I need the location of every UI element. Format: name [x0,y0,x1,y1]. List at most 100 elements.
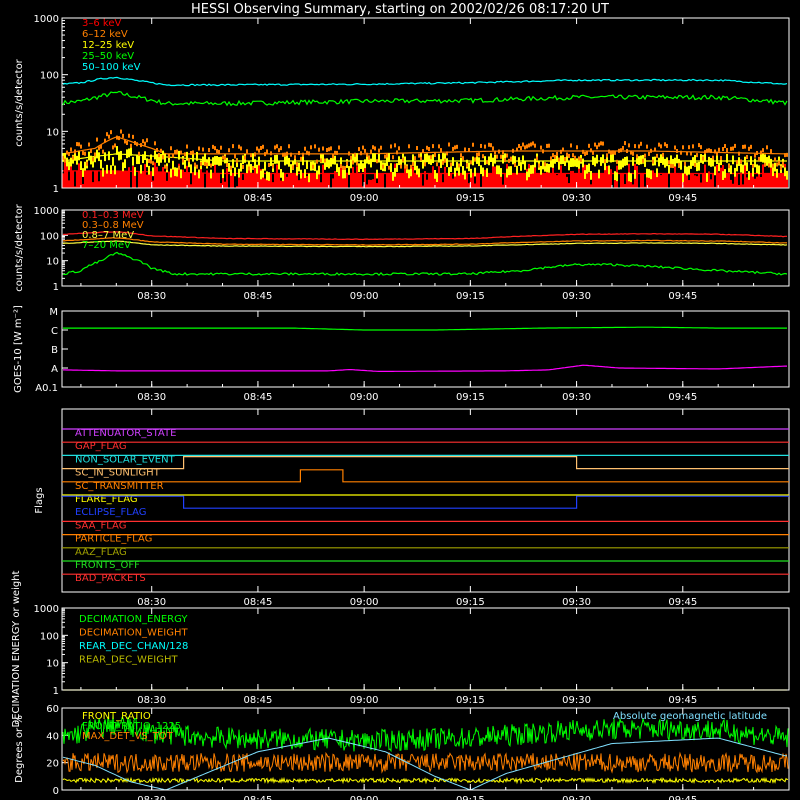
goes-xtick-label: 09:15 [456,392,485,403]
hxr-legend-entry: 6–12 keV [82,29,128,40]
gamma-series-line [62,237,788,246]
hxr-series-line [62,136,787,155]
panel-flags: ATTENUATOR_STATE GAP_FLAG NON_SOLAR_EVENT S… [34,408,790,608]
ratios-series-line [62,714,789,753]
decimation-xtick-label: 08:30 [137,695,166,706]
decimation-legend-entry: DECIMATION_WEIGHT [79,628,188,639]
flags-ylabel: Flags [34,487,45,513]
flag-label: ATTENUATOR_STATE [75,428,176,439]
ratios-xtick-label: 08:30 [137,795,166,800]
hxr-legend-entry: 25–50 keV [82,51,134,62]
decimation-ytick-label: 1 [53,686,59,697]
decimation-frame [61,607,790,691]
gamma-xtick-label: 09:15 [456,291,485,302]
flag-label: FLARE_FLAG [75,494,138,505]
goes-ytick-label: A [51,364,58,375]
gamma-xtick-label: 08:45 [244,291,273,302]
decimation-ylabel: DECIMATION ENERGY or weight [11,570,22,727]
ratios-series-line [62,751,789,774]
gamma-ytick-label: 10 [46,257,59,268]
ratios-xtick-label: 09:30 [562,795,591,800]
goes-xtick-label: 09:45 [668,392,697,403]
goes-xtick-label: 09:00 [350,392,379,403]
hxr-legend-entry: 12–25 keV [82,40,134,51]
hxr-ytick-label: 10 [46,127,59,138]
decimation-xtick-label: 09:45 [668,695,697,706]
hxr-xtick-label: 09:15 [456,193,485,204]
ratios-legend-entry: FRONT_RATIO [82,711,151,722]
hxr-series-line [62,76,788,87]
goes-frame [61,310,790,388]
ratios-legend-entry: FRONT_RATIO_1225 [82,721,181,732]
flags-xtick-label: 09:45 [668,597,697,608]
gamma-legend-entry: 7–20 MeV [82,240,131,251]
ratios-xtick-label: 09:15 [456,795,485,800]
gamma-ytick-label: 1000 [34,206,59,217]
decimation-xtick-label: 09:15 [456,695,485,706]
gamma-xtick-label: 09:45 [668,291,697,302]
ratios-ytick-label: 40 [46,731,59,742]
goes-ylabel: GOES-10 [W m⁻²] [13,305,24,393]
gamma-frame [61,209,790,287]
flag-label: ECLIPSE_FLAG [75,507,146,518]
hxr-xtick-label: 08:30 [137,193,166,204]
hxr-xtick-label: 09:30 [562,193,591,204]
flags-xtick-label: 08:45 [244,597,273,608]
flag-label: GAP_FLAG [75,441,127,452]
hxr-legend-entry: 3–6 keV [82,18,121,29]
flag-line [62,495,789,509]
gamma-legend-entry: 0.3–0.8 MeV [82,220,144,231]
goes-xtick-label: 08:45 [244,392,273,403]
flag-label: SAA_FLAG [75,520,126,531]
ratios-ytick-label: 20 [46,759,59,770]
flag-label: FRONTS_OFF [75,560,140,571]
decimation-ytick-label: 10 [46,659,59,670]
ratios-xtick-label: 09:45 [668,795,697,800]
hxr-legend-entry: 50–100 keV [82,62,141,73]
gamma-xtick-label: 08:30 [137,291,166,302]
decimation-xtick-label: 08:45 [244,695,273,706]
goes-ytick-label: A0.1 [35,383,58,394]
plot-title: HESSI Observing Summary, starting on 200… [191,2,609,17]
ratios-xtick-label: 09:00 [350,795,379,800]
decimation-legend-entry: REAR_DEC_CHAN/128 [79,641,188,652]
hxr-ytick-label: 100 [40,71,59,82]
gamma-series-line [62,251,788,276]
goes-ytick-label: C [51,326,58,337]
hxr-xtick-label: 08:45 [244,193,273,204]
goes-series-line [63,326,787,331]
decimation-ytick-label: 100 [40,631,59,642]
flag-label: SC_IN_SUNLIGHT [75,468,161,479]
decimation-legend-entry: DECIMATION_ENERGY [79,614,188,625]
ratios-legend-entry: MAX_DET_VS_TOT [82,731,174,742]
gamma-ytick-label: 100 [40,231,59,242]
ratios-series-line [62,776,789,785]
flag-label: PARTICLE_FLAG [75,534,152,545]
gamma-ytick-label: 1 [53,282,59,293]
ratios-ytick-label: 0 [53,786,59,797]
goes-xtick-label: 09:30 [562,392,591,403]
ratios-legend-entry: Absolute geomagnetic latitude [613,711,767,722]
decimation-ytick-label: 1000 [34,604,59,615]
gamma-series-line [62,240,788,248]
panel-ratios: 0 20 40 60 FRONT_RATIOFRONT_RATIO_1225MAX_DE… [14,704,790,800]
gamma-ylabel: counts/s/detector [14,203,25,291]
ratios-frame [61,707,790,791]
goes-xtick-label: 08:30 [137,392,166,403]
flag-label: AAZ_FLAG [75,547,127,558]
gamma-series-line [62,231,787,241]
hxr-series-line [62,90,788,107]
goes-ytick-label: M [49,307,58,318]
goes-series-line [63,364,787,372]
hxr-xtick-label: 09:45 [668,193,697,204]
flags-xtick-label: 09:00 [350,597,379,608]
flag-label: BAD_PACKETS [75,573,146,584]
flag-label: SC_TRANSMITTER [75,481,164,492]
flag-line [62,456,789,470]
ratios-ylabel: Degrees or % [14,715,25,783]
flags-xtick-label: 09:15 [456,597,485,608]
